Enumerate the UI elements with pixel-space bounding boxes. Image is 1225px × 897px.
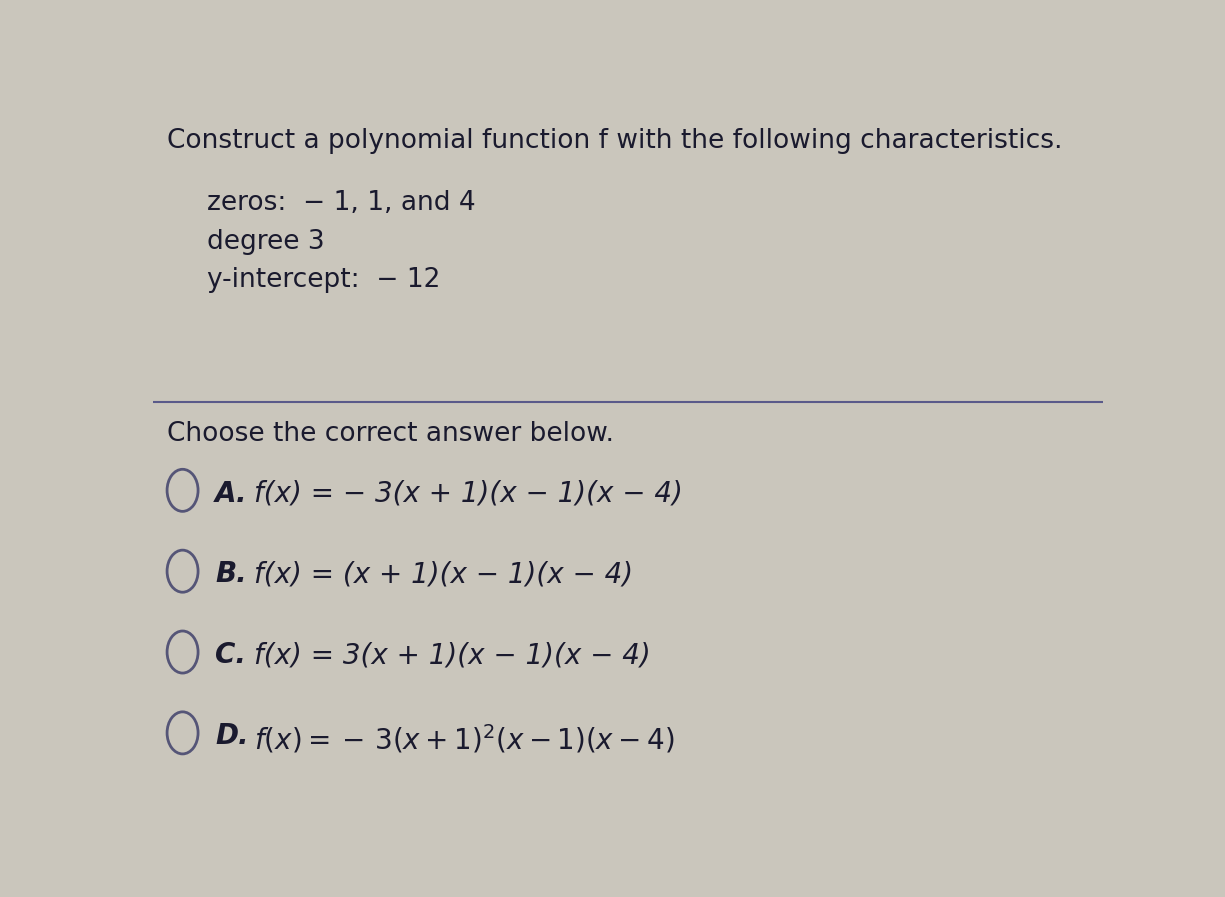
Text: y-intercept:  − 12: y-intercept: − 12 [207, 267, 441, 293]
Text: zeros:  − 1, 1, and 4: zeros: − 1, 1, and 4 [207, 190, 477, 216]
Text: D.: D. [216, 722, 249, 750]
Text: A.: A. [216, 480, 247, 508]
Text: Construct a polynomial function f with the following characteristics.: Construct a polynomial function f with t… [167, 128, 1062, 154]
Text: f(x) = 3(x + 1)(x − 1)(x − 4): f(x) = 3(x + 1)(x − 1)(x − 4) [254, 641, 650, 669]
Text: C.: C. [216, 641, 246, 669]
Text: f(x) = (x + 1)(x − 1)(x − 4): f(x) = (x + 1)(x − 1)(x − 4) [254, 561, 633, 588]
Text: B.: B. [216, 561, 246, 588]
Text: degree 3: degree 3 [207, 229, 325, 255]
Text: Choose the correct answer below.: Choose the correct answer below. [167, 421, 614, 447]
Text: f(x) = − 3(x + 1)(x − 1)(x − 4): f(x) = − 3(x + 1)(x − 1)(x − 4) [254, 480, 682, 508]
Text: $\mathit{f(x)= -\,3(x+1)^{2}(x-1)(x-4)}$: $\mathit{f(x)= -\,3(x+1)^{2}(x-1)(x-4)}$ [254, 722, 675, 755]
